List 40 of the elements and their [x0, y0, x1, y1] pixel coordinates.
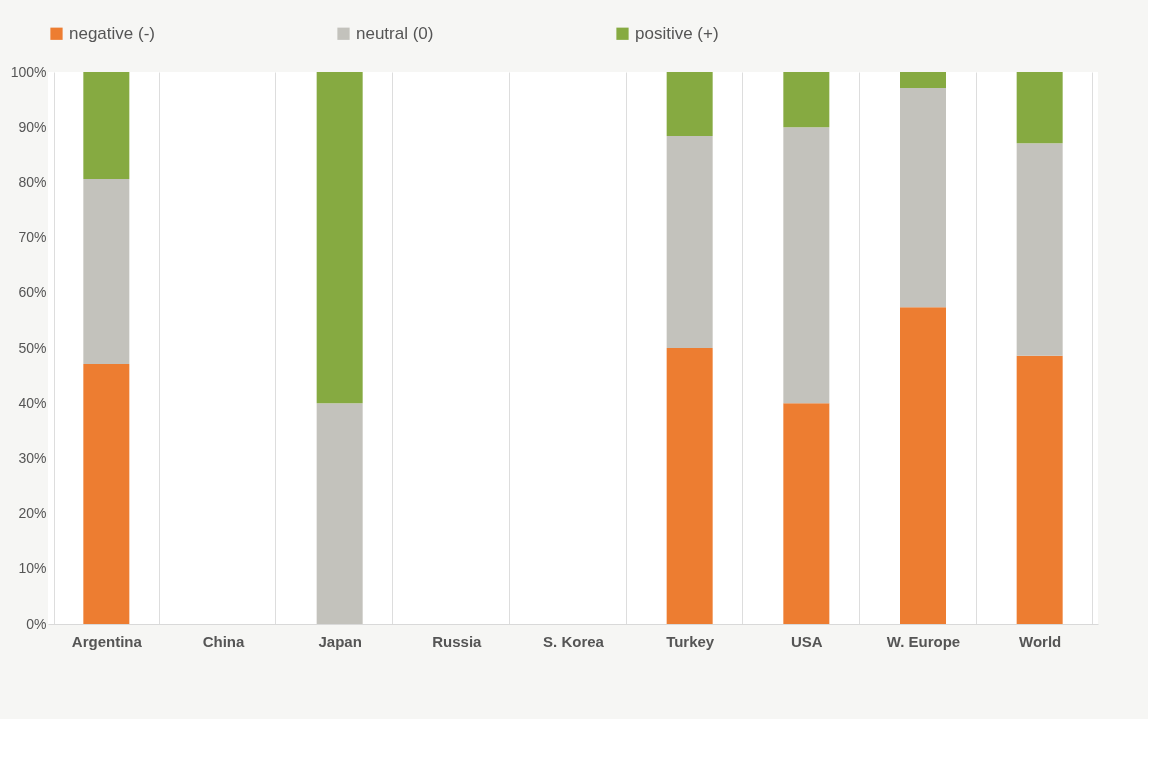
- bar: [1016, 355, 1063, 624]
- x-tick-label: USA: [791, 632, 823, 650]
- y-tick-label: 50%: [18, 339, 47, 356]
- y-tick-label: 20%: [18, 505, 47, 522]
- x-tick-label: S. Korea: [543, 632, 605, 650]
- x-tick-label: W. Europe: [886, 632, 961, 650]
- x-tick-label: Russia: [432, 632, 483, 650]
- bar: [1016, 143, 1063, 356]
- y-tick-label: 70%: [18, 229, 47, 246]
- x-tick-label: China: [202, 632, 245, 650]
- legend-label: neutral (0): [356, 23, 434, 43]
- bar: [83, 72, 130, 180]
- bar: [900, 307, 946, 624]
- y-tick-label: 80%: [18, 173, 47, 190]
- bar: [316, 72, 363, 404]
- bar: [783, 72, 830, 128]
- bar: [900, 72, 946, 89]
- bar: [900, 88, 946, 308]
- bar: [666, 72, 713, 137]
- x-tick-label: Turkey: [666, 632, 715, 650]
- bar: [666, 348, 713, 624]
- y-tick-label: 30%: [18, 449, 47, 466]
- y-tick-label: 100%: [10, 63, 47, 80]
- bar: [783, 403, 830, 624]
- x-tick-label: World: [1019, 632, 1062, 650]
- y-tick-label: 10%: [18, 560, 47, 577]
- bar: [783, 127, 830, 404]
- y-tick-label: 60%: [18, 284, 47, 301]
- legend-label: positive (+): [635, 23, 719, 43]
- bar: [1016, 72, 1063, 144]
- y-tick-label: 40%: [18, 394, 47, 411]
- bar: [666, 136, 713, 348]
- x-tick-label: Japan: [318, 632, 362, 650]
- y-tick-label: 0%: [26, 615, 47, 632]
- legend-label: negative (-): [69, 23, 155, 43]
- bar: [316, 403, 363, 624]
- bar: [83, 364, 130, 624]
- bar: [83, 179, 130, 365]
- y-tick-label: 90%: [18, 118, 47, 135]
- x-tick-label: Argentina: [71, 632, 143, 650]
